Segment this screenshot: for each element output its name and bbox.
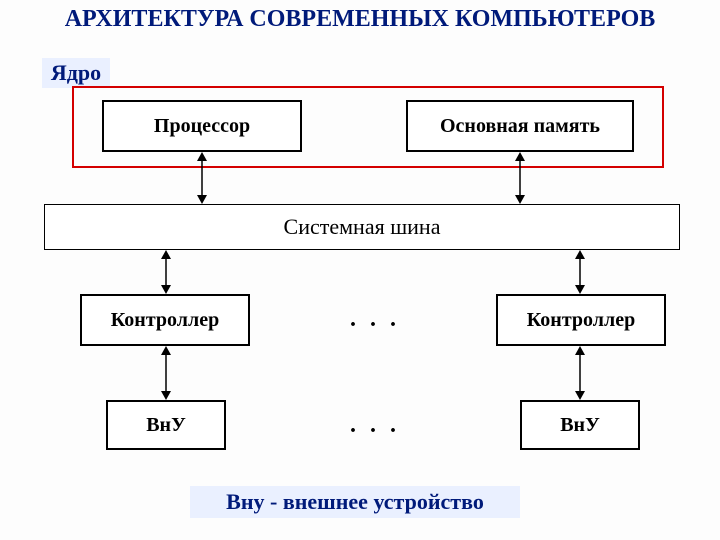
box-cpu: Процессор (102, 100, 302, 152)
box-vnu-r: ВнУ (520, 400, 640, 450)
box-bus: Системная шина (44, 204, 680, 250)
ellipsis-1: . . . (350, 306, 400, 333)
box-vnu-l: ВнУ (106, 400, 226, 450)
box-ctrl-r: Контроллер (496, 294, 666, 346)
ellipsis-2: . . . (350, 412, 400, 439)
page-title: АРХИТЕКТУРА СОВРЕМЕННЫХ КОМПЬЮТЕРОВ (10, 6, 710, 33)
footer-legend: Вну - внешнее устройство (190, 486, 520, 518)
box-memory: Основная память (406, 100, 634, 152)
box-ctrl-l: Контроллер (80, 294, 250, 346)
core-label: Ядро (42, 58, 110, 88)
